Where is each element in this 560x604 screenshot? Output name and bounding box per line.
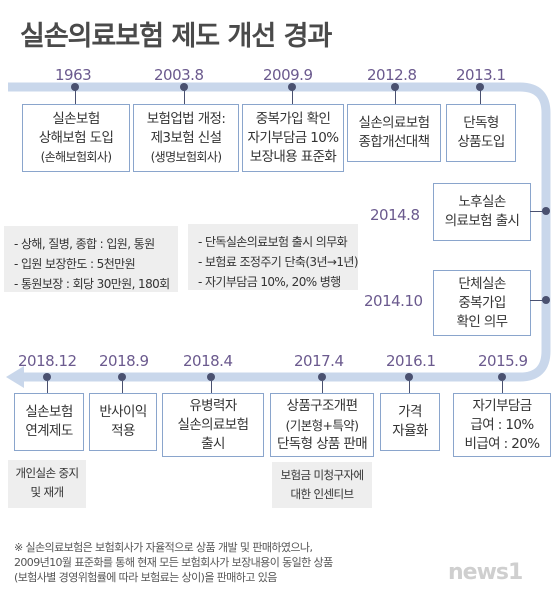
event-box-2017-4: 상품구조개편 (기본형+특약) 단독형 상품 판매 [270, 393, 374, 457]
year-2018-9: 2018.9 [99, 352, 149, 370]
timeline-node [405, 373, 413, 381]
event-box-2018-9: 반사이익 적용 [89, 393, 157, 451]
timeline-node [43, 373, 51, 381]
timeline-node [498, 373, 506, 381]
connector-line [409, 381, 410, 393]
info-box-1963: - 상해, 질병, 종합 : 입원, 통원 - 입원 보장한도 : 5천만원 - 통… [4, 226, 178, 292]
connector-line [211, 381, 212, 393]
timeline-node [180, 83, 188, 91]
timeline-node [391, 83, 399, 91]
year-2017-4: 2017.4 [294, 352, 344, 370]
event-box-2014-8: 노후실손 의료보험 출시 [433, 183, 531, 241]
year-2014-10: 2014.10 [364, 292, 423, 310]
timeline-node [542, 207, 550, 215]
connector-line [502, 381, 503, 393]
connector-line [530, 211, 543, 212]
news1-logo: news1 [448, 560, 523, 585]
timeline-node [542, 296, 550, 304]
year-2018-12: 2018.12 [18, 352, 77, 370]
page-title: 실손의료보험 제도 개선 경과 [20, 21, 332, 52]
event-box-2009-9: 중복가입 확인 자기부담금 10% 보장내용 표준화 [242, 104, 344, 172]
event-box-2014-10: 단체실손 중복가입 확인 의무 [433, 270, 531, 336]
sub-note-2018-12: 개인실손 중지 및 재개 [8, 460, 86, 508]
timeline-node [288, 83, 296, 91]
event-box-2015-9: 자기부담금 급여 : 10% 비급여 : 20% [453, 393, 551, 457]
year-2015-9: 2015.9 [478, 352, 528, 370]
timeline-node [207, 373, 215, 381]
timeline-arrowhead [6, 366, 24, 388]
info-box-2009-9: - 단독실손의료보험 출시 의무화 - 보험료 조정주기 단축(3년→1년) - 자… [188, 224, 359, 290]
connector-line [530, 300, 543, 301]
connector-line [47, 381, 48, 393]
connector-line [122, 381, 123, 393]
event-box-2012-8: 실손의료보험 종합개선대책 [347, 104, 441, 162]
connector-line [322, 381, 323, 393]
connector-line [395, 90, 396, 104]
event-box-2016-1: 가격 자율화 [380, 393, 440, 451]
sub-note-2017-4: 보험금 미청구자에 대한 인센티브 [272, 462, 372, 508]
year-2003-8: 2003.8 [154, 66, 204, 84]
year-2012-8: 2012.8 [367, 66, 417, 84]
year-1963: 1963 [55, 66, 92, 84]
timeline-node [476, 83, 484, 91]
event-box-2018-4: 유병력자 실손의료보험 출시 [162, 393, 264, 457]
event-box-1963: 실손보험 상해보험 도입 (손해보험회사) [22, 104, 130, 172]
event-box-2003-8: 보험업법 개정: 제3보험 신설 (생명보험회사) [133, 104, 239, 172]
year-2016-1: 2016.1 [386, 352, 436, 370]
footnote: ※ 실손의료보험은 보험회사가 자율적으로 상품 개발 및 판매하였으나, 20… [14, 541, 333, 584]
timeline-node [71, 83, 79, 91]
year-2009-9: 2009.9 [263, 66, 313, 84]
connector-line [75, 90, 76, 104]
year-2013-1: 2013.1 [456, 66, 506, 84]
connector-line [292, 90, 293, 104]
timeline-node [318, 373, 326, 381]
event-box-2018-12: 실손보험 연계제도 [14, 393, 84, 451]
connector-line [184, 90, 185, 104]
event-box-2013-1: 단독형 상품도입 [446, 104, 516, 162]
timeline-node [118, 373, 126, 381]
year-2018-4: 2018.4 [183, 352, 233, 370]
connector-line [480, 90, 481, 104]
year-2014-8: 2014.8 [370, 206, 420, 224]
